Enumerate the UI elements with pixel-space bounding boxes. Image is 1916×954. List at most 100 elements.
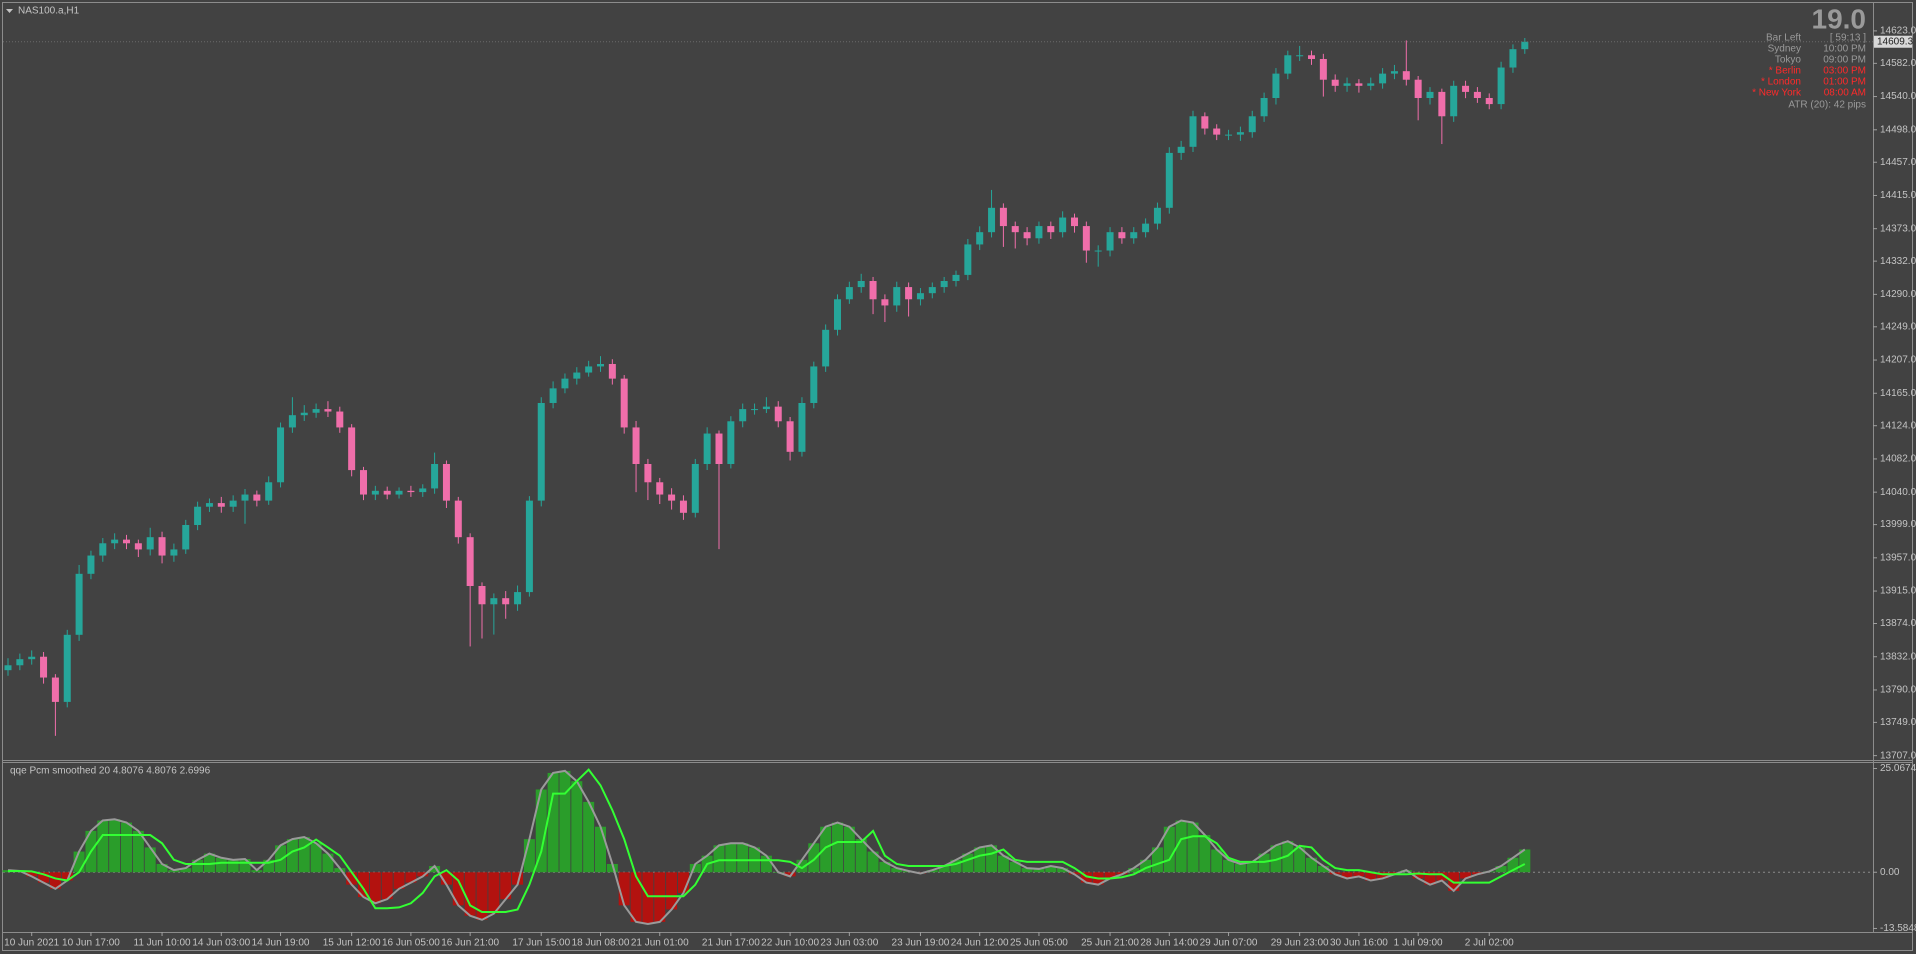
spread: 19.0 (1812, 3, 1867, 34)
histogram-bar (440, 872, 452, 885)
candle-body (988, 207, 996, 233)
candle-body (1059, 217, 1067, 233)
candle-body (703, 433, 711, 464)
histogram-bar (1234, 863, 1246, 873)
histogram-bar (180, 868, 192, 873)
signal-line (8, 768, 1526, 913)
candle-body (668, 494, 676, 501)
histogram-bar (1436, 872, 1448, 881)
x-tick-label: 23 Jun 03:00 (820, 938, 878, 949)
candle-body (63, 634, 71, 702)
candle-body (1177, 146, 1185, 153)
x-tick-label: 2 Jul 02:00 (1465, 938, 1514, 949)
histogram-bar (1294, 847, 1306, 873)
y-tick-label: 13749.0 (1880, 717, 1916, 728)
histogram-bar (49, 872, 61, 889)
y-tick-label: 14249.0 (1880, 321, 1916, 332)
histogram-bar (1377, 872, 1389, 879)
candle-body (371, 490, 379, 495)
histogram-bar (109, 819, 121, 873)
histogram-bar (358, 872, 369, 898)
candle-body (123, 539, 130, 544)
candle-body (324, 409, 332, 412)
info-value: 10:00 PM (1823, 44, 1866, 55)
candle-body (905, 287, 913, 300)
x-tick-label: 29 Jun 07:00 (1200, 938, 1258, 949)
y-tick-label: 14415.0 (1880, 190, 1916, 201)
y-tick-label: 14623.0 (1880, 26, 1916, 37)
candle-body (1414, 79, 1422, 98)
histogram-bar (429, 866, 441, 873)
candle-body (1035, 226, 1043, 239)
x-tick-label: 14 Jun 19:00 (252, 938, 310, 949)
histogram-bar (630, 872, 642, 922)
histogram-bar (286, 839, 298, 873)
candle-body (561, 378, 569, 389)
candle-body (1462, 85, 1470, 92)
candle-body (478, 585, 486, 605)
candle-body (1509, 49, 1517, 68)
candle-body (940, 280, 948, 288)
candle-body (1272, 73, 1280, 98)
candle-body (146, 537, 154, 550)
histogram-bar (1246, 861, 1258, 873)
histogram-bar (168, 870, 180, 873)
histogram-bar (523, 839, 535, 873)
histogram-bar (583, 801, 595, 873)
histogram-bar (1471, 872, 1483, 875)
candle-body (407, 490, 415, 493)
histogram-bar (203, 853, 215, 873)
y-tick-label: 14457.0 (1880, 157, 1916, 168)
y-tick-label: 14165.0 (1880, 388, 1916, 399)
candle-body (40, 656, 48, 678)
histogram-bar (1140, 859, 1152, 873)
menu-arrow[interactable] (6, 9, 13, 13)
histogram-bar (820, 826, 832, 873)
candle-body (691, 463, 699, 513)
candle-body (585, 366, 593, 373)
candle-body (1319, 58, 1327, 80)
y-tick-label: 14040.0 (1880, 487, 1916, 498)
x-tick-label: 30 Jun 16:00 (1330, 938, 1388, 949)
y-tick-label: 14498.0 (1880, 124, 1916, 135)
indicator-title: qqe Pcm smoothed 20 4.8076 4.8076 2.6996 (10, 766, 211, 777)
histogram-bar (760, 855, 772, 873)
x-tick-label: 21 Jun 17:00 (702, 938, 760, 949)
candle-body (964, 244, 972, 275)
candle-body (1201, 116, 1209, 129)
histogram-bar (38, 872, 50, 883)
candle-body (348, 427, 356, 471)
candle-body (158, 537, 166, 556)
histogram-bar (1412, 872, 1424, 879)
histogram-bar (1163, 826, 1175, 873)
candle-body (715, 433, 723, 464)
candle-body (1355, 83, 1363, 86)
candle-body (952, 274, 960, 281)
candle-body (525, 500, 533, 593)
candle-body (170, 549, 178, 556)
histogram-bar (547, 772, 559, 873)
x-tick-label: 21 Jun 01:00 (631, 938, 689, 949)
info-label: Sydney (1768, 44, 1801, 55)
histogram-bar (1353, 872, 1365, 877)
candle-body (1284, 55, 1292, 74)
histogram-bar (1519, 849, 1531, 873)
candle-body (1521, 41, 1529, 50)
info-value: 08:00 AM (1824, 88, 1866, 99)
candle-body (1260, 97, 1268, 117)
y-tick-label: 14540.0 (1880, 91, 1916, 102)
candle-body (632, 427, 640, 464)
info-value: [ 59:13 ] (1830, 33, 1866, 44)
candle-body (514, 592, 522, 605)
y-tick-label: 13790.0 (1880, 685, 1916, 696)
histogram-bar (713, 845, 725, 873)
candle-body (111, 539, 119, 544)
histogram-bar (1199, 835, 1211, 873)
info-label: * Berlin (1769, 66, 1801, 77)
histogram-bar (156, 863, 168, 873)
histogram-bar (381, 872, 393, 900)
candle-body (1023, 232, 1031, 239)
y-tick-label: 13707.0 (1880, 750, 1916, 761)
candle-body (1438, 91, 1446, 117)
